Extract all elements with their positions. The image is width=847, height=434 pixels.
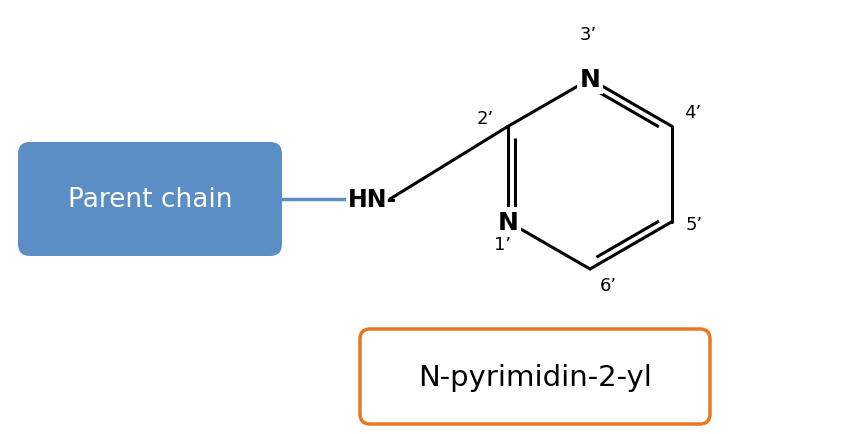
Text: HN-: HN- <box>348 187 397 211</box>
Text: 4’: 4’ <box>684 104 701 122</box>
Text: 2’: 2’ <box>477 110 495 128</box>
Text: 6’: 6’ <box>600 276 617 294</box>
Text: 1’: 1’ <box>494 235 512 253</box>
Text: 3’: 3’ <box>579 26 596 44</box>
Text: Parent chain: Parent chain <box>68 187 232 213</box>
Text: N-pyrimidin-2-yl: N-pyrimidin-2-yl <box>418 363 652 391</box>
Text: N: N <box>579 68 601 92</box>
FancyBboxPatch shape <box>18 143 282 256</box>
Text: N: N <box>497 210 518 234</box>
Text: 5’: 5’ <box>686 215 703 233</box>
FancyBboxPatch shape <box>360 329 710 424</box>
